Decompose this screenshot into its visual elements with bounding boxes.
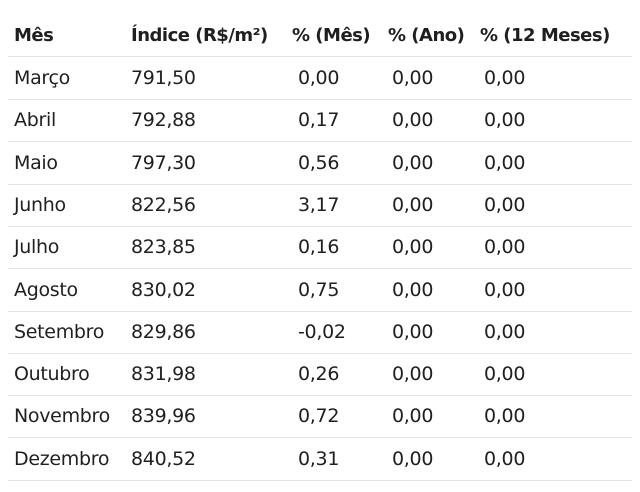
table-cell: 831,98 xyxy=(131,363,196,386)
table-cell: 0,00 xyxy=(392,193,434,216)
table-cell: 823,85 xyxy=(131,236,196,259)
table-cell: 0,00 xyxy=(484,363,526,386)
row-separator xyxy=(8,311,632,312)
table-cell: 0,17 xyxy=(298,109,340,132)
table-cell: Agosto xyxy=(14,278,78,301)
table-cell: 0,00 xyxy=(392,151,434,174)
table-cell: 830,02 xyxy=(131,278,196,301)
row-separator xyxy=(8,99,632,100)
table-cell: 829,86 xyxy=(131,320,196,343)
table-cell: 3,17 xyxy=(298,193,340,216)
table-cell: 0,00 xyxy=(298,67,340,89)
table-cell: Junho xyxy=(14,193,66,216)
table-cell: 0,00 xyxy=(484,320,526,343)
row-separator xyxy=(8,353,632,354)
table-cell: 0,00 xyxy=(392,109,434,132)
table-cell: -0,02 xyxy=(298,320,346,343)
table-cell: 797,30 xyxy=(131,151,196,174)
table-cell: 0,00 xyxy=(392,236,434,259)
table-cell: 0,00 xyxy=(392,363,434,386)
table-cell: 0,00 xyxy=(392,67,434,89)
table-cell: 0,56 xyxy=(298,151,340,174)
table-cell: 0,00 xyxy=(392,447,434,470)
table-cell: Julho xyxy=(14,236,60,259)
header-cell: Mês xyxy=(14,25,54,46)
row-separator xyxy=(8,184,632,185)
table-cell: 822,56 xyxy=(131,193,196,216)
row-separator xyxy=(8,226,632,227)
table-cell: 839,96 xyxy=(131,405,196,428)
table-cell: 0,31 xyxy=(298,447,340,470)
row-separator xyxy=(8,480,632,481)
header-cell: % (12 Meses) xyxy=(480,25,610,46)
table-cell: 0,16 xyxy=(298,236,340,259)
header-cell: Índice (R$/m²) xyxy=(131,25,268,46)
table-cell: Outubro xyxy=(14,363,90,386)
header-cell: % (Ano) xyxy=(388,25,465,46)
table-cell: 0,00 xyxy=(392,320,434,343)
table-cell: 0,00 xyxy=(484,151,526,174)
row-separator xyxy=(8,141,632,142)
table-cell: 0,00 xyxy=(392,278,434,301)
table-cell: 0,00 xyxy=(484,193,526,216)
row-separator xyxy=(8,56,632,57)
table-cell: Abril xyxy=(14,109,56,132)
table-cell: Novembro xyxy=(14,405,110,428)
table-cell: 0,00 xyxy=(484,236,526,259)
table-cell: 0,00 xyxy=(484,109,526,132)
table-cell: 0,00 xyxy=(392,405,434,428)
table-cell: 0,00 xyxy=(484,278,526,301)
table-cell: 0,00 xyxy=(484,405,526,428)
table-cell: Dezembro xyxy=(14,447,110,470)
row-separator xyxy=(8,395,632,396)
table-cell: 840,52 xyxy=(131,447,196,470)
table-cell: Março xyxy=(14,67,71,89)
table-cell: 0,72 xyxy=(298,405,340,428)
table-cell: 0,26 xyxy=(298,363,340,386)
table-cell: 791,50 xyxy=(131,67,196,89)
header-cell: % (Mês) xyxy=(292,25,371,46)
table-cell: 0,75 xyxy=(298,278,340,301)
table-cell: 792,88 xyxy=(131,109,196,132)
table-cell: 0,00 xyxy=(484,447,526,470)
table-cell: Maio xyxy=(14,151,58,174)
table-cell: Setembro xyxy=(14,320,105,343)
row-separator xyxy=(8,268,632,269)
row-separator xyxy=(8,437,632,438)
table-cell: 0,00 xyxy=(484,67,526,89)
